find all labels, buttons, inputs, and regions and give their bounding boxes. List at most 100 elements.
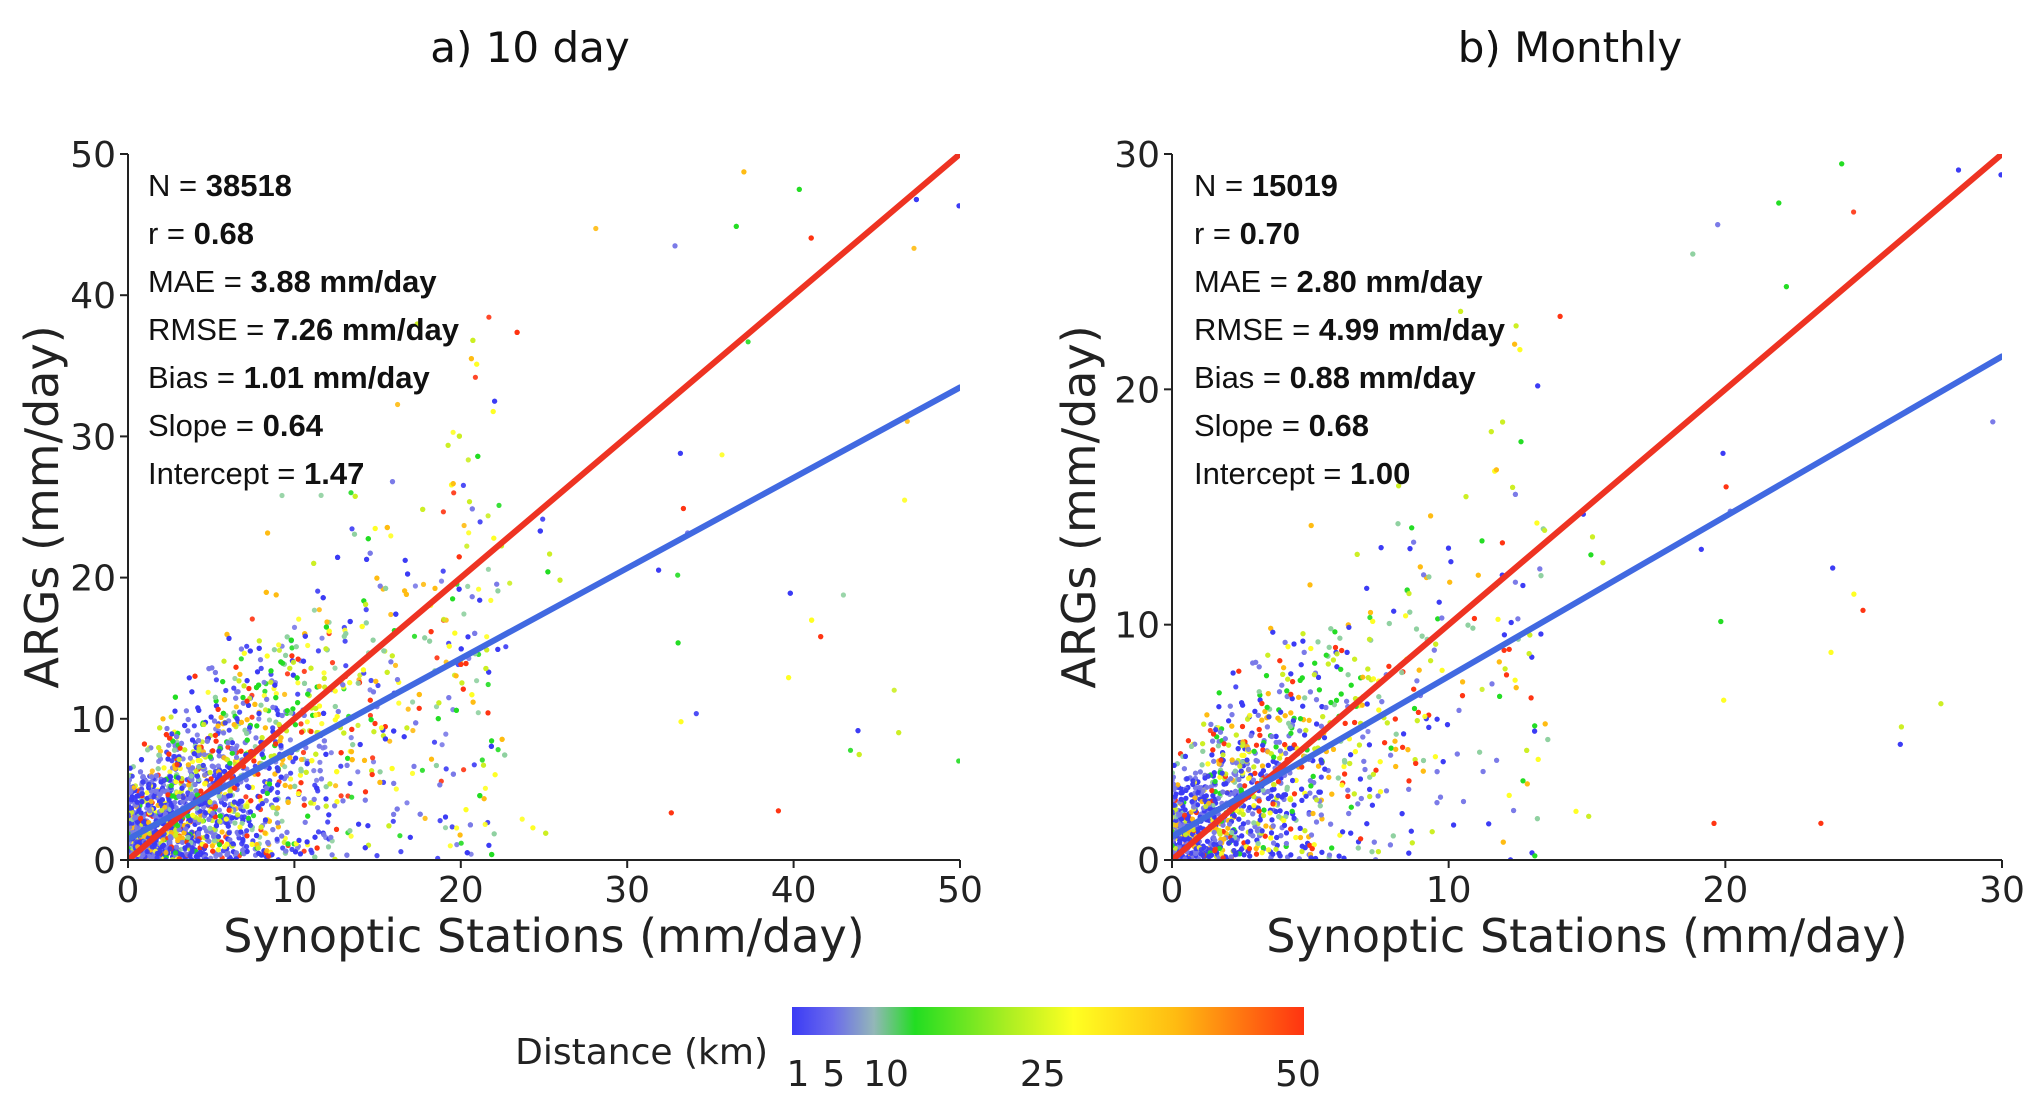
scatter-point [442, 825, 449, 831]
scatter-point [456, 586, 462, 592]
scatter-point [393, 611, 399, 617]
scatter-point [290, 659, 296, 665]
scatter-point [818, 634, 824, 640]
scatter-point [210, 810, 216, 816]
scatter-point [282, 782, 288, 789]
scatter-point [158, 779, 164, 785]
scatter-point [340, 798, 346, 804]
panel-a-xlabel: Synoptic Stations (mm/day) [223, 909, 864, 963]
scatter-point [482, 821, 488, 828]
stat-line: Intercept = 1.47 [148, 456, 364, 491]
scatter-point [412, 583, 418, 589]
scatter-point [323, 646, 329, 652]
scatter-point [255, 805, 261, 811]
scatter-point [241, 650, 247, 656]
scatter-point [135, 793, 141, 799]
scatter-point [209, 843, 215, 849]
scatter-point [332, 688, 338, 694]
scatter-point [405, 706, 411, 712]
scatter-point [357, 672, 363, 678]
scatter-point [323, 624, 329, 630]
scatter-point [156, 745, 162, 751]
scatter-point [466, 499, 473, 505]
scatter-point [129, 773, 135, 779]
scatter-point [240, 836, 246, 843]
stat-line: r = 0.68 [148, 216, 254, 251]
scatter-point [251, 758, 257, 764]
scatter-point [244, 698, 250, 704]
scatter-point [273, 592, 279, 598]
scatter-point [298, 780, 304, 786]
scatter-point [454, 842, 460, 848]
scatter-point [316, 683, 322, 690]
scatter-point [469, 506, 475, 512]
scatter-point [264, 653, 270, 659]
scatter-point [352, 493, 358, 499]
scatter-point [257, 794, 263, 800]
scatter-point [227, 792, 233, 799]
scatter-point [202, 772, 208, 778]
scatter-point [305, 691, 311, 697]
scatter-point [167, 834, 173, 840]
scatter-point [248, 798, 254, 804]
y-tick-label: 30 [70, 417, 116, 458]
scatter-point [329, 852, 335, 858]
scatter-point [745, 339, 751, 345]
scatter-point [333, 826, 340, 833]
scatter-point [384, 524, 390, 531]
scatter-point [407, 834, 413, 840]
scatter-point [144, 849, 150, 855]
scatter-point [321, 670, 327, 676]
scatter-point [265, 839, 271, 846]
scatter-point [348, 735, 354, 741]
scatter-point [485, 566, 491, 572]
scatter-point [258, 702, 264, 708]
scatter-point [221, 795, 227, 801]
scatter-point [467, 822, 473, 828]
scatter-point [266, 717, 273, 723]
scatter-point [244, 737, 250, 743]
scatter-point [321, 675, 327, 682]
scatter-point [258, 665, 264, 672]
scatter-point [188, 773, 195, 779]
scatter-point [334, 799, 340, 805]
scatter-point [146, 781, 152, 787]
scatter-point [428, 756, 435, 762]
scatter-point [491, 535, 497, 541]
scatter-point [238, 656, 244, 662]
scatter-point [278, 743, 284, 749]
one-to-one-line [128, 154, 960, 860]
scatter-point [233, 695, 239, 701]
scatter-point [383, 585, 389, 592]
scatter-point [174, 733, 180, 740]
scatter-point [347, 828, 353, 834]
scatter-point [362, 789, 369, 795]
scatter-point [244, 833, 250, 839]
scatter-point [537, 528, 543, 534]
scatter-point [235, 689, 241, 695]
scatter-point [323, 784, 329, 790]
scatter-point [422, 815, 428, 822]
scatter-point [253, 735, 259, 741]
scatter-point [313, 751, 319, 757]
scatter-point [530, 825, 536, 831]
scatter-point [295, 691, 301, 697]
scatter-point [433, 704, 440, 710]
scatter-point [161, 765, 167, 771]
scatter-point [470, 699, 476, 705]
scatter-point [196, 737, 202, 744]
scatter-point [324, 619, 330, 625]
scatter-point [483, 665, 489, 672]
scatter-point [499, 736, 505, 742]
scatter-point [389, 765, 395, 772]
scatter-point [233, 850, 239, 856]
scatter-point [409, 770, 416, 777]
scatter-point [495, 588, 501, 594]
scatter-point [179, 839, 185, 845]
scatter-point [460, 482, 466, 488]
scatter-point [176, 827, 182, 833]
scatter-point [168, 783, 174, 789]
scatter-point [469, 692, 475, 698]
scatter-point [321, 832, 327, 838]
scatter-point [365, 823, 371, 829]
